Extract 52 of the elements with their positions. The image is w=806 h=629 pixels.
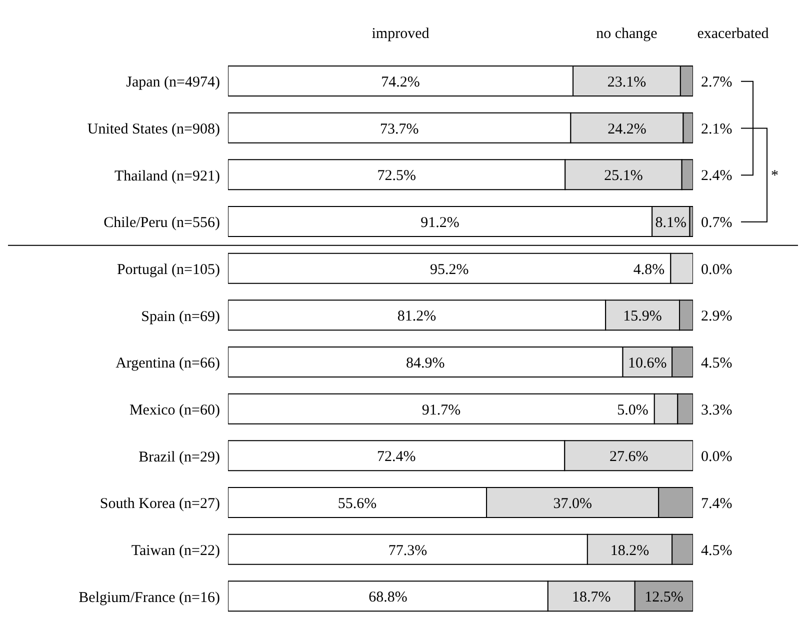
y-tick-label: Belgium/France (n=16) — [78, 590, 220, 606]
data-label: 74.2% — [381, 74, 420, 90]
y-tick-label: Mexico (n=60) — [129, 402, 220, 419]
data-label: 2.4% — [701, 168, 732, 184]
data-label: 55.6% — [338, 496, 377, 512]
data-label: 27.6% — [609, 449, 648, 466]
data-label: 18.2% — [610, 542, 650, 559]
data-label: 37.0% — [553, 496, 592, 512]
data-label: 81.2% — [397, 308, 436, 325]
data-label: 2.1% — [701, 121, 732, 138]
y-tick-label: Argentina (n=66) — [116, 356, 220, 372]
y-tick-label: Thailand (n=921) — [114, 168, 220, 184]
text: * — [771, 168, 778, 184]
data-label: 3.3% — [701, 402, 732, 418]
series-label: improved — [372, 26, 430, 42]
data-label: 4.8% — [633, 262, 665, 278]
data-label: 91.2% — [420, 214, 460, 231]
data-label: 84.9% — [406, 355, 445, 372]
y-tick-label: Japan (n=4974) — [126, 74, 220, 91]
data-label: 12.5% — [644, 590, 684, 606]
data-label: 10.6% — [628, 355, 667, 372]
y-tick-label: Spain (n=69) — [141, 308, 220, 325]
y-tick-label: South Korea (n=27) — [100, 496, 220, 512]
data-label: 8.1% — [655, 214, 687, 231]
y-tick-label: United States (n=908) — [87, 122, 220, 138]
data-label: 77.3% — [388, 542, 428, 559]
data-label: 7.4% — [701, 496, 732, 512]
data-label: 0.0% — [701, 262, 732, 278]
data-label: 4.5% — [701, 355, 732, 372]
data-label: 95.2% — [430, 262, 469, 278]
data-label: 5.0% — [617, 402, 648, 418]
data-label: 72.4% — [376, 449, 416, 466]
data-label: 24.2% — [608, 121, 646, 138]
data-label: 91.7% — [422, 402, 461, 418]
data-label: 72.5% — [377, 168, 416, 184]
data-label: 15.9% — [623, 308, 662, 325]
data-label: 73.7% — [380, 121, 419, 138]
data-label: 25.1% — [604, 168, 643, 184]
y-tick-label: Chile/Peru (n=556) — [104, 215, 220, 232]
y-tick-label: Portugal (n=105) — [116, 262, 220, 278]
y-tick-label: Brazil (n=29) — [138, 449, 220, 466]
data-label: 0.0% — [701, 449, 732, 466]
data-label: 18.7% — [572, 590, 611, 606]
series-label: exacerbated — [697, 26, 770, 42]
data-label: 23.1% — [607, 74, 646, 90]
series-label: no change — [596, 26, 658, 42]
data-label: 68.8% — [368, 590, 408, 606]
data-label: 0.7% — [701, 214, 732, 231]
data-label: 4.5% — [701, 542, 732, 559]
data-label: 2.9% — [701, 308, 732, 325]
y-tick-label: Taiwan (n=22) — [131, 543, 220, 560]
data-label: 2.7% — [701, 74, 732, 90]
